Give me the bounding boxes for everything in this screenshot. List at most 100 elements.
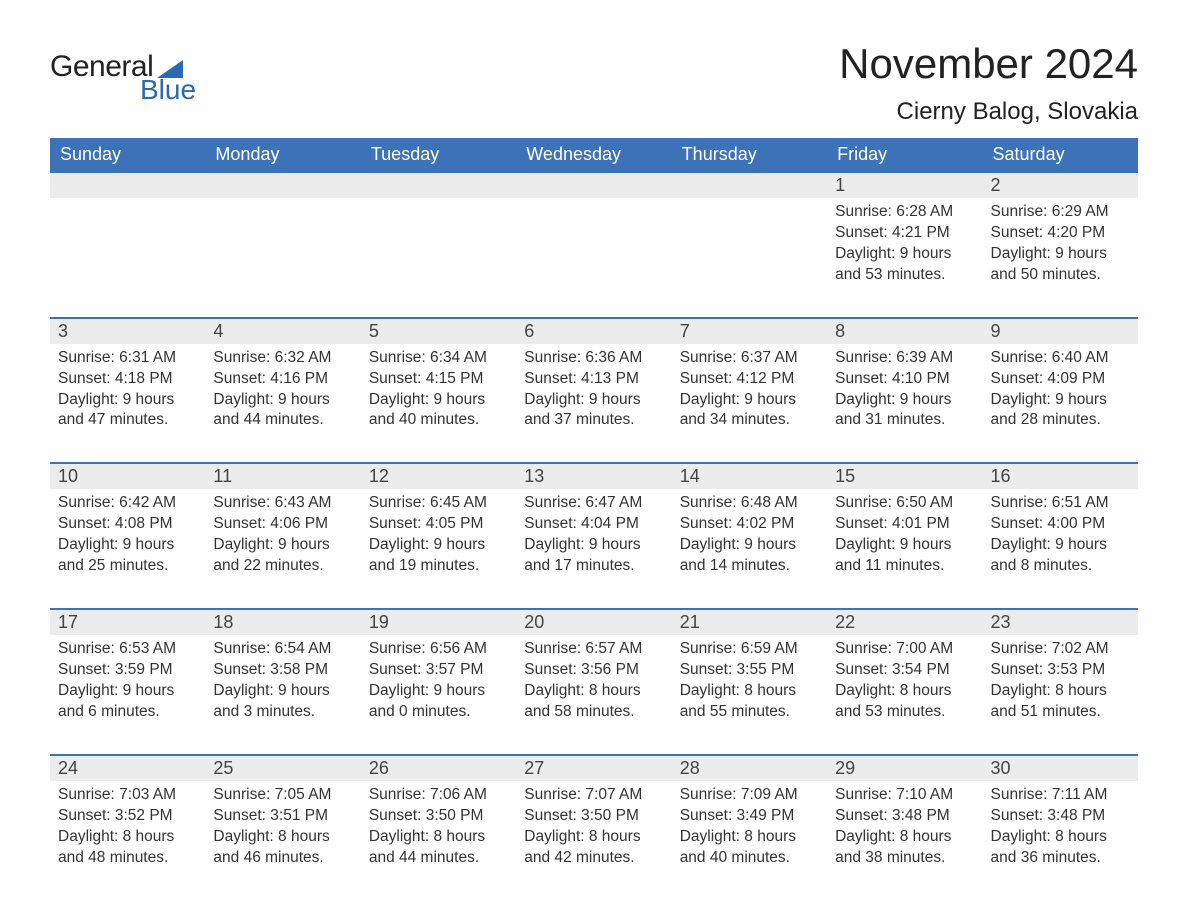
daylight-text: and 37 minutes. [524, 410, 663, 431]
day-body-row: Sunrise: 6:28 AMSunset: 4:21 PMDaylight:… [50, 198, 1138, 292]
day-number: 3 [50, 318, 205, 344]
daylight-text: Daylight: 9 hours [213, 535, 352, 556]
empty-day [672, 198, 827, 292]
daylight-text: and 28 minutes. [991, 410, 1130, 431]
sunrise-text: Sunrise: 7:09 AM [680, 785, 819, 806]
day-cell: Sunrise: 7:09 AMSunset: 3:49 PMDaylight:… [672, 781, 827, 875]
daylight-text: and 14 minutes. [680, 556, 819, 577]
empty-day [516, 172, 671, 198]
daylight-text: and 50 minutes. [991, 265, 1130, 286]
day-number-row: 17181920212223 [50, 609, 1138, 635]
daylight-text: and 34 minutes. [680, 410, 819, 431]
sunset-text: Sunset: 3:50 PM [369, 806, 508, 827]
daylight-text: Daylight: 8 hours [58, 827, 197, 848]
sunrise-text: Sunrise: 7:10 AM [835, 785, 974, 806]
sunset-text: Sunset: 4:00 PM [991, 514, 1130, 535]
daylight-text: Daylight: 9 hours [369, 390, 508, 411]
daylight-text: and 25 minutes. [58, 556, 197, 577]
day-number: 1 [827, 172, 982, 198]
sunrise-text: Sunrise: 7:02 AM [991, 639, 1130, 660]
daylight-text: and 3 minutes. [213, 702, 352, 723]
daylight-text: Daylight: 9 hours [524, 390, 663, 411]
sunset-text: Sunset: 4:20 PM [991, 223, 1130, 244]
sunset-text: Sunset: 4:08 PM [58, 514, 197, 535]
sunrise-text: Sunrise: 6:59 AM [680, 639, 819, 660]
weekday-header: Monday [205, 138, 360, 172]
sunset-text: Sunset: 3:56 PM [524, 660, 663, 681]
day-number: 14 [672, 463, 827, 489]
day-cell: Sunrise: 6:59 AMSunset: 3:55 PMDaylight:… [672, 635, 827, 729]
sunrise-text: Sunrise: 6:50 AM [835, 493, 974, 514]
daylight-text: Daylight: 9 hours [835, 244, 974, 265]
daylight-text: and 47 minutes. [58, 410, 197, 431]
sunrise-text: Sunrise: 6:56 AM [369, 639, 508, 660]
day-number: 11 [205, 463, 360, 489]
sunrise-text: Sunrise: 6:43 AM [213, 493, 352, 514]
daylight-text: and 58 minutes. [524, 702, 663, 723]
sunrise-text: Sunrise: 6:51 AM [991, 493, 1130, 514]
day-cell: Sunrise: 6:48 AMSunset: 4:02 PMDaylight:… [672, 489, 827, 583]
sunrise-text: Sunrise: 6:54 AM [213, 639, 352, 660]
sunrise-text: Sunrise: 6:32 AM [213, 348, 352, 369]
sunset-text: Sunset: 4:10 PM [835, 369, 974, 390]
sunset-text: Sunset: 3:59 PM [58, 660, 197, 681]
daylight-text: Daylight: 9 hours [213, 390, 352, 411]
day-cell: Sunrise: 6:53 AMSunset: 3:59 PMDaylight:… [50, 635, 205, 729]
daylight-text: Daylight: 9 hours [835, 535, 974, 556]
day-cell: Sunrise: 6:32 AMSunset: 4:16 PMDaylight:… [205, 344, 360, 438]
daylight-text: Daylight: 9 hours [369, 681, 508, 702]
daylight-text: Daylight: 9 hours [680, 390, 819, 411]
sunset-text: Sunset: 4:01 PM [835, 514, 974, 535]
daylight-text: Daylight: 8 hours [680, 827, 819, 848]
daylight-text: and 6 minutes. [58, 702, 197, 723]
week-spacer [50, 292, 1138, 318]
sunrise-text: Sunrise: 7:05 AM [213, 785, 352, 806]
day-number: 13 [516, 463, 671, 489]
sunrise-text: Sunrise: 6:40 AM [991, 348, 1130, 369]
day-cell: Sunrise: 6:57 AMSunset: 3:56 PMDaylight:… [516, 635, 671, 729]
day-cell: Sunrise: 7:00 AMSunset: 3:54 PMDaylight:… [827, 635, 982, 729]
day-number: 4 [205, 318, 360, 344]
sunset-text: Sunset: 4:09 PM [991, 369, 1130, 390]
daylight-text: Daylight: 8 hours [835, 827, 974, 848]
daylight-text: and 8 minutes. [991, 556, 1130, 577]
daylight-text: and 40 minutes. [369, 410, 508, 431]
sunrise-text: Sunrise: 7:07 AM [524, 785, 663, 806]
brand-part1: General [50, 50, 153, 84]
day-cell: Sunrise: 6:34 AMSunset: 4:15 PMDaylight:… [361, 344, 516, 438]
day-number-row: 10111213141516 [50, 463, 1138, 489]
brand-part2: Blue [140, 74, 196, 106]
daylight-text: Daylight: 8 hours [991, 827, 1130, 848]
day-cell: Sunrise: 7:11 AMSunset: 3:48 PMDaylight:… [983, 781, 1138, 875]
daylight-text: Daylight: 8 hours [524, 681, 663, 702]
sunset-text: Sunset: 3:53 PM [991, 660, 1130, 681]
sunset-text: Sunset: 3:52 PM [58, 806, 197, 827]
day-number: 7 [672, 318, 827, 344]
day-cell: Sunrise: 6:54 AMSunset: 3:58 PMDaylight:… [205, 635, 360, 729]
weekday-header-row: SundayMondayTuesdayWednesdayThursdayFrid… [50, 138, 1138, 172]
daylight-text: and 36 minutes. [991, 848, 1130, 869]
sunset-text: Sunset: 4:21 PM [835, 223, 974, 244]
sunset-text: Sunset: 4:04 PM [524, 514, 663, 535]
sunset-text: Sunset: 4:05 PM [369, 514, 508, 535]
day-cell: Sunrise: 7:07 AMSunset: 3:50 PMDaylight:… [516, 781, 671, 875]
day-cell: Sunrise: 6:40 AMSunset: 4:09 PMDaylight:… [983, 344, 1138, 438]
day-cell: Sunrise: 6:28 AMSunset: 4:21 PMDaylight:… [827, 198, 982, 292]
week-spacer [50, 437, 1138, 463]
daylight-text: and 55 minutes. [680, 702, 819, 723]
sunset-text: Sunset: 4:12 PM [680, 369, 819, 390]
day-number: 27 [516, 755, 671, 781]
daylight-text: and 51 minutes. [991, 702, 1130, 723]
sunrise-text: Sunrise: 6:31 AM [58, 348, 197, 369]
day-number: 16 [983, 463, 1138, 489]
week-spacer [50, 729, 1138, 755]
day-number: 15 [827, 463, 982, 489]
sunset-text: Sunset: 3:58 PM [213, 660, 352, 681]
daylight-text: Daylight: 9 hours [369, 535, 508, 556]
sunrise-text: Sunrise: 7:00 AM [835, 639, 974, 660]
day-body-row: Sunrise: 6:42 AMSunset: 4:08 PMDaylight:… [50, 489, 1138, 583]
day-cell: Sunrise: 6:47 AMSunset: 4:04 PMDaylight:… [516, 489, 671, 583]
day-number: 2 [983, 172, 1138, 198]
day-number: 21 [672, 609, 827, 635]
month-title: November 2024 [839, 40, 1138, 88]
